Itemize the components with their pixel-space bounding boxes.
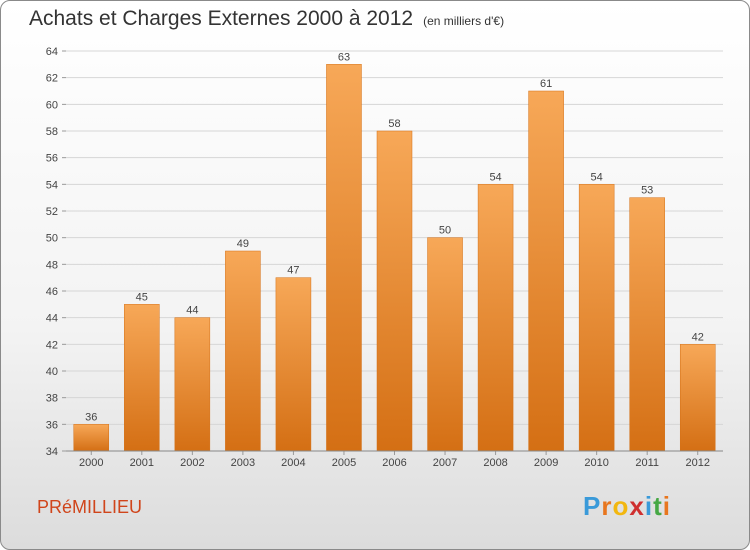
y-axis-ticks: 34 36 38 40 42 44 46 48 50 52 54 56 58 60 62 64 [46,46,66,458]
commune-name: PRéMILLIEU [37,497,143,517]
x-tick-label-2003: 2003 [231,457,255,469]
bar-2004 [275,277,312,452]
chart-title-main: Achats et Charges Externes 2000 à 2012 [29,7,414,30]
logo-letter: i [644,491,654,521]
logo-letter: P [583,491,602,521]
data-label-2009: 61 [540,78,552,90]
x-tick-label-2005: 2005 [332,457,356,469]
x-tick-label-2002: 2002 [180,457,204,469]
bar-2002 [174,317,211,452]
bar-2011 [629,197,665,452]
y-tick-label: 50 [46,233,58,245]
y-tick-label: 36 [46,419,58,431]
data-label-2003: 49 [237,238,249,250]
data-label-2004: 47 [287,265,299,277]
y-tick-label: 64 [46,46,58,58]
y-tick-label: 46 [46,286,58,298]
x-tick-label-2006: 2006 [382,457,406,469]
x-tick-label-2008: 2008 [483,457,507,469]
y-tick-label: 58 [46,126,58,138]
data-label-2012: 42 [692,331,704,343]
logo-letter: x [629,491,645,521]
data-label-2005: 63 [338,51,350,63]
x-tick-label-2001: 2001 [130,457,154,469]
data-label-2007: 50 [439,225,451,237]
x-tick-label-2007: 2007 [433,457,457,469]
data-label-2011: 53 [641,185,653,197]
x-tick-label-2010: 2010 [584,457,608,469]
proxiti-logo: Proxiti [583,491,671,522]
y-tick-label: 44 [46,313,58,325]
chart-title: Achats et Charges Externes 2000 à 2012 (e… [29,7,504,31]
bar-2001 [124,304,160,452]
y-tick-label: 34 [46,446,58,458]
x-tick-label-2009: 2009 [534,457,558,469]
data-label-2000: 36 [85,411,97,423]
bar-2007 [427,237,463,452]
bar-2009 [528,90,564,452]
y-tick-label: 60 [46,99,58,111]
logo-letter: t [653,491,663,521]
bar-2010 [578,184,615,452]
y-tick-label: 56 [46,153,58,165]
x-tick-label-2004: 2004 [281,457,305,469]
data-label-2008: 54 [489,171,501,183]
bar-2005 [326,64,362,452]
logo-letter: r [601,491,613,521]
y-tick-label: 38 [46,393,58,405]
data-labels: 36 45 44 49 47 63 58 50 54 61 54 53 42 [85,51,704,423]
bars [73,64,716,452]
y-tick-label: 62 [46,73,58,85]
y-tick-label: 42 [46,339,58,351]
bar-2003 [225,250,261,452]
bar-2008 [477,184,514,452]
y-tick-label: 52 [46,206,58,218]
chart-title-unit: (en milliers d'€) [423,14,505,28]
bar-2006 [376,130,413,452]
bar-2000 [73,424,110,452]
logo-letter: i [662,491,671,521]
x-tick-label-2011: 2011 [635,457,659,469]
bar-2012 [679,344,716,452]
y-tick-label: 48 [46,259,58,271]
x-axis-ticks: 2000 2001 2002 2003 2004 2005 2006 2007 2008 2009… [79,451,710,469]
x-tick-label-2000: 2000 [79,457,103,469]
y-tick-label: 40 [46,366,58,378]
data-label-2006: 58 [388,118,400,130]
data-label-2010: 54 [591,171,603,183]
x-tick-label-2012: 2012 [685,457,709,469]
data-label-2001: 45 [136,291,148,303]
data-label-2002: 44 [186,305,198,317]
y-tick-label: 54 [46,179,58,191]
logo-letter: o [612,491,630,521]
